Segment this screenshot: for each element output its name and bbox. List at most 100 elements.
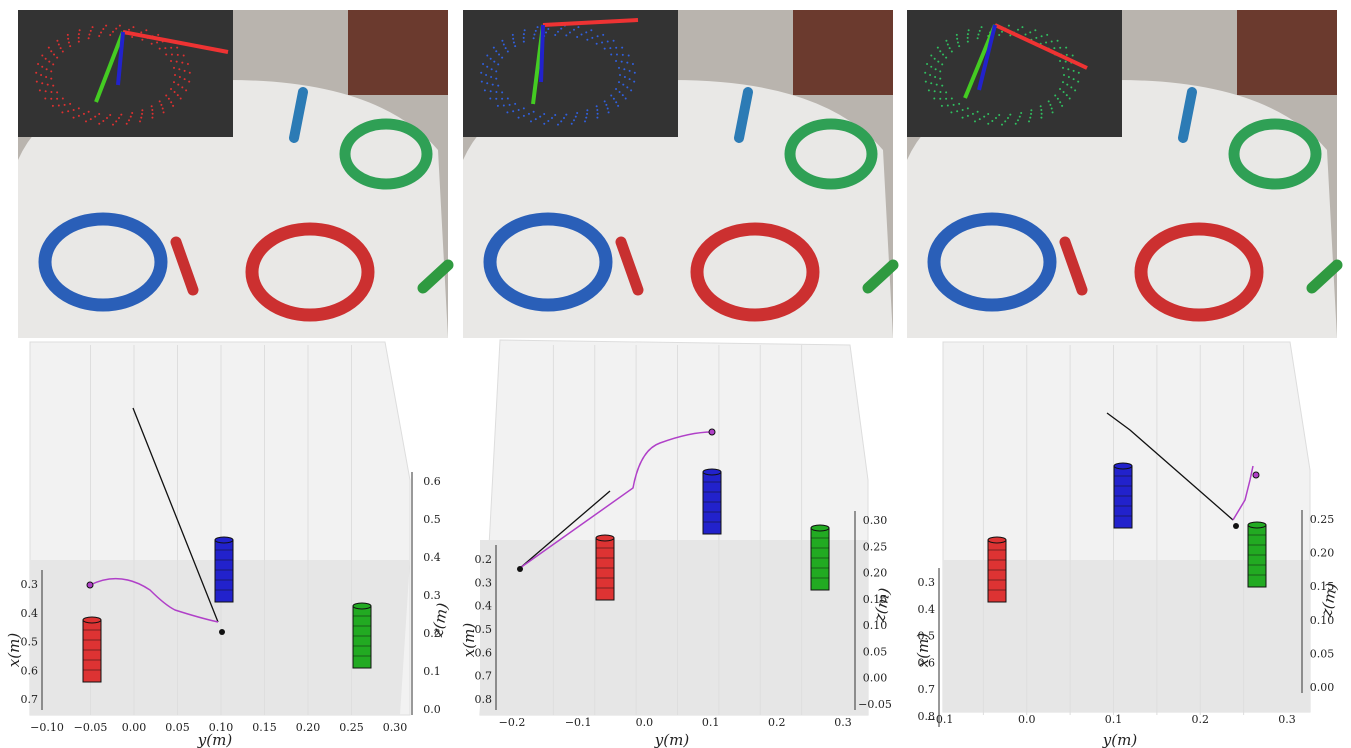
cloud-point [514,102,517,105]
cloud-point [596,116,599,119]
cloud-point [1056,97,1059,100]
cloud-point [568,31,571,34]
cloud-point [173,90,176,93]
cloud-point [67,37,70,40]
cloud-point [162,111,165,114]
cloud-point [511,33,514,36]
y-tick-label: 0.05 [165,721,190,734]
cloud-point [945,91,948,94]
cloud-point [1051,111,1054,114]
cloud-point [950,111,953,114]
cloud-point [41,54,44,57]
cloud-point [615,59,618,62]
y-tick-label: 0.1 [1105,713,1123,726]
cloud-point [150,105,153,108]
wall [793,10,893,95]
cloud-point [991,119,994,122]
blue-peg [734,87,753,143]
cloud-point [577,26,580,29]
cloud-point [630,89,633,92]
cloud-point [961,116,964,119]
cloud-point [78,29,81,32]
cloud-point [82,112,85,115]
cloud-point [565,113,568,116]
cloud-point [624,97,627,100]
cloud-point [615,53,618,56]
cloud-point [1030,112,1033,115]
floor [943,560,1310,712]
table [907,79,1337,338]
x-tick-label: 0.8 [475,693,493,706]
red-ring [245,222,375,322]
cloud-point [102,119,105,122]
cloud-point [1068,97,1071,100]
cloud-point [522,114,525,117]
cloud-point [1071,54,1074,57]
cloud-point [612,39,615,42]
cloud-point [1017,119,1020,122]
cloud-point [615,46,618,49]
z-axis-label: z(m) [1317,581,1341,619]
y-axis-label: y(m) [197,731,233,748]
table [18,79,448,338]
z-tick-label: 0.2 [423,627,441,640]
cloud-point [627,54,630,57]
cloud-point [628,78,631,81]
cloud-point [584,120,587,123]
cloud-point [132,26,135,29]
cloud-point [67,110,70,113]
cloud-point [966,107,969,110]
cloud-point [585,116,588,119]
cloud-point [63,103,66,106]
cloud-point [492,46,495,49]
cloud-point [61,111,64,114]
y-tick-label: −0.1 [565,716,592,729]
cloud-point [495,50,498,53]
cloud-point [976,110,979,113]
cloud-point [46,83,49,86]
cylinder-top [352,602,372,610]
green-peg [417,259,454,294]
cylinder-top [214,536,234,544]
cloud-point [45,75,48,78]
cloud-point [176,46,179,49]
z-tick-label: 0.15 [863,593,888,606]
cloud-point [585,31,588,34]
y-tick-label: 0.25 [339,721,364,734]
cloud-point [1034,29,1037,32]
x-tick-label: 0.6 [475,646,493,659]
cloud-point [131,112,134,115]
cloud-point [157,33,160,36]
goal [708,428,716,436]
cloud-point [950,97,953,100]
z-tick-label: 0.00 [1310,681,1335,694]
trajectory-black [519,490,611,569]
cloud-point [118,24,121,27]
z-tick-label: 0.5 [423,513,441,526]
cloud-point [141,38,144,41]
cloud-point [987,122,990,125]
cloud-point [506,50,509,53]
cloud-point [933,90,936,93]
cloud-point [109,34,112,37]
cloud-point [1020,112,1023,115]
cloud-point [978,118,981,121]
cloud-point [554,34,557,37]
cloud-point [131,35,134,38]
z-tick-label: 0.10 [1310,614,1335,627]
z-tick-label: 0.1 [423,665,441,678]
cloud-point [483,89,486,92]
cloud-point [517,116,520,119]
cloud-point [958,102,961,105]
cloud-point [165,53,168,56]
x-tick-label: 0.7 [475,670,493,683]
cloud-point [175,60,178,63]
cloud-point [35,71,38,74]
cloud-point [626,61,629,64]
cloud-point [1047,100,1050,103]
cloud-point [574,115,577,118]
x-axis-label: x(m) [914,633,932,668]
cloud-point [156,41,159,44]
start [1233,523,1239,529]
cloud-point [610,94,613,97]
